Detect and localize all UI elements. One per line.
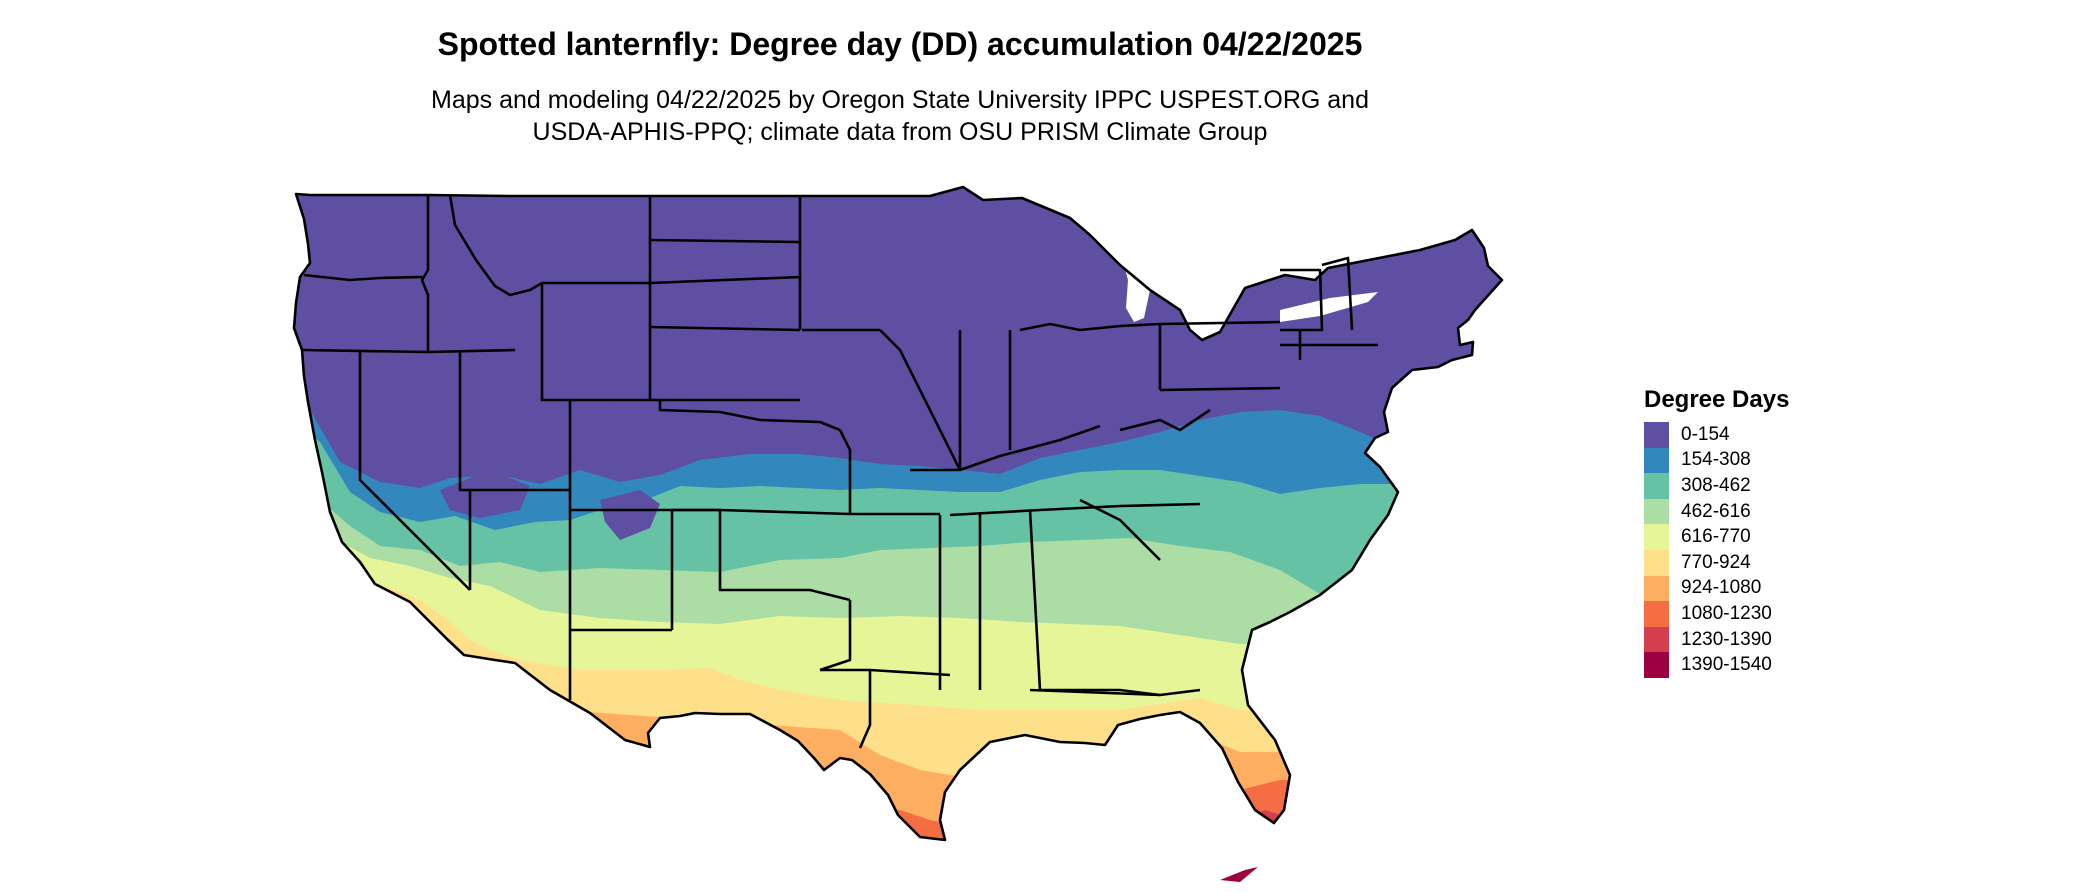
legend-swatch	[1644, 524, 1669, 550]
legend-swatch	[1644, 652, 1669, 678]
legend-label: 154-308	[1681, 449, 1751, 471]
legend-item: 1390-1540	[1644, 652, 1864, 678]
subtitle-line-2: USDA-APHIS-PPQ; climate data from OSU PR…	[532, 118, 1268, 146]
legend-swatch	[1644, 473, 1669, 499]
legend-swatch	[1644, 447, 1669, 474]
legend-item: 1080-1230	[1644, 601, 1864, 627]
legend-swatch	[1644, 601, 1669, 627]
legend-label: 924-1080	[1681, 577, 1762, 599]
legend-swatch	[1644, 422, 1669, 448]
map-legend: Degree Days 0-154 154-308 308-462 462-61…	[1644, 386, 1864, 678]
legend-swatch	[1644, 498, 1669, 525]
legend-label: 462-616	[1681, 500, 1751, 522]
legend-item: 616-770	[1644, 524, 1864, 550]
legend-swatch	[1644, 549, 1669, 576]
legend-label: 308-462	[1681, 474, 1751, 496]
legend-item: 308-462	[1644, 473, 1864, 499]
legend-item: 462-616	[1644, 498, 1864, 525]
legend-item: 1230-1390	[1644, 626, 1864, 653]
legend-items: 0-154 154-308 308-462 462-616 616-770 77…	[1644, 422, 1864, 678]
legend-item: 0-154	[1644, 422, 1864, 448]
legend-label: 0-154	[1681, 423, 1730, 445]
us-degree-day-map	[292, 185, 1504, 882]
legend-label: 1230-1390	[1681, 628, 1772, 650]
map-subtitle: Maps and modeling 04/22/2025 by Oregon S…	[0, 84, 1800, 148]
legend-item: 154-308	[1644, 447, 1864, 474]
legend-title: Degree Days	[1644, 386, 1790, 413]
legend-swatch	[1644, 575, 1669, 602]
legend-item: 924-1080	[1644, 575, 1864, 602]
legend-label: 1390-1540	[1681, 654, 1772, 676]
legend-item: 770-924	[1644, 549, 1864, 576]
legend-label: 770-924	[1681, 551, 1751, 573]
map-title: Spotted lanternfly: Degree day (DD) accu…	[437, 26, 1363, 62]
subtitle-line-1: Maps and modeling 04/22/2025 by Oregon S…	[431, 86, 1369, 114]
legend-label: 616-770	[1681, 526, 1751, 548]
legend-swatch	[1644, 626, 1669, 653]
legend-label: 1080-1230	[1681, 602, 1772, 624]
